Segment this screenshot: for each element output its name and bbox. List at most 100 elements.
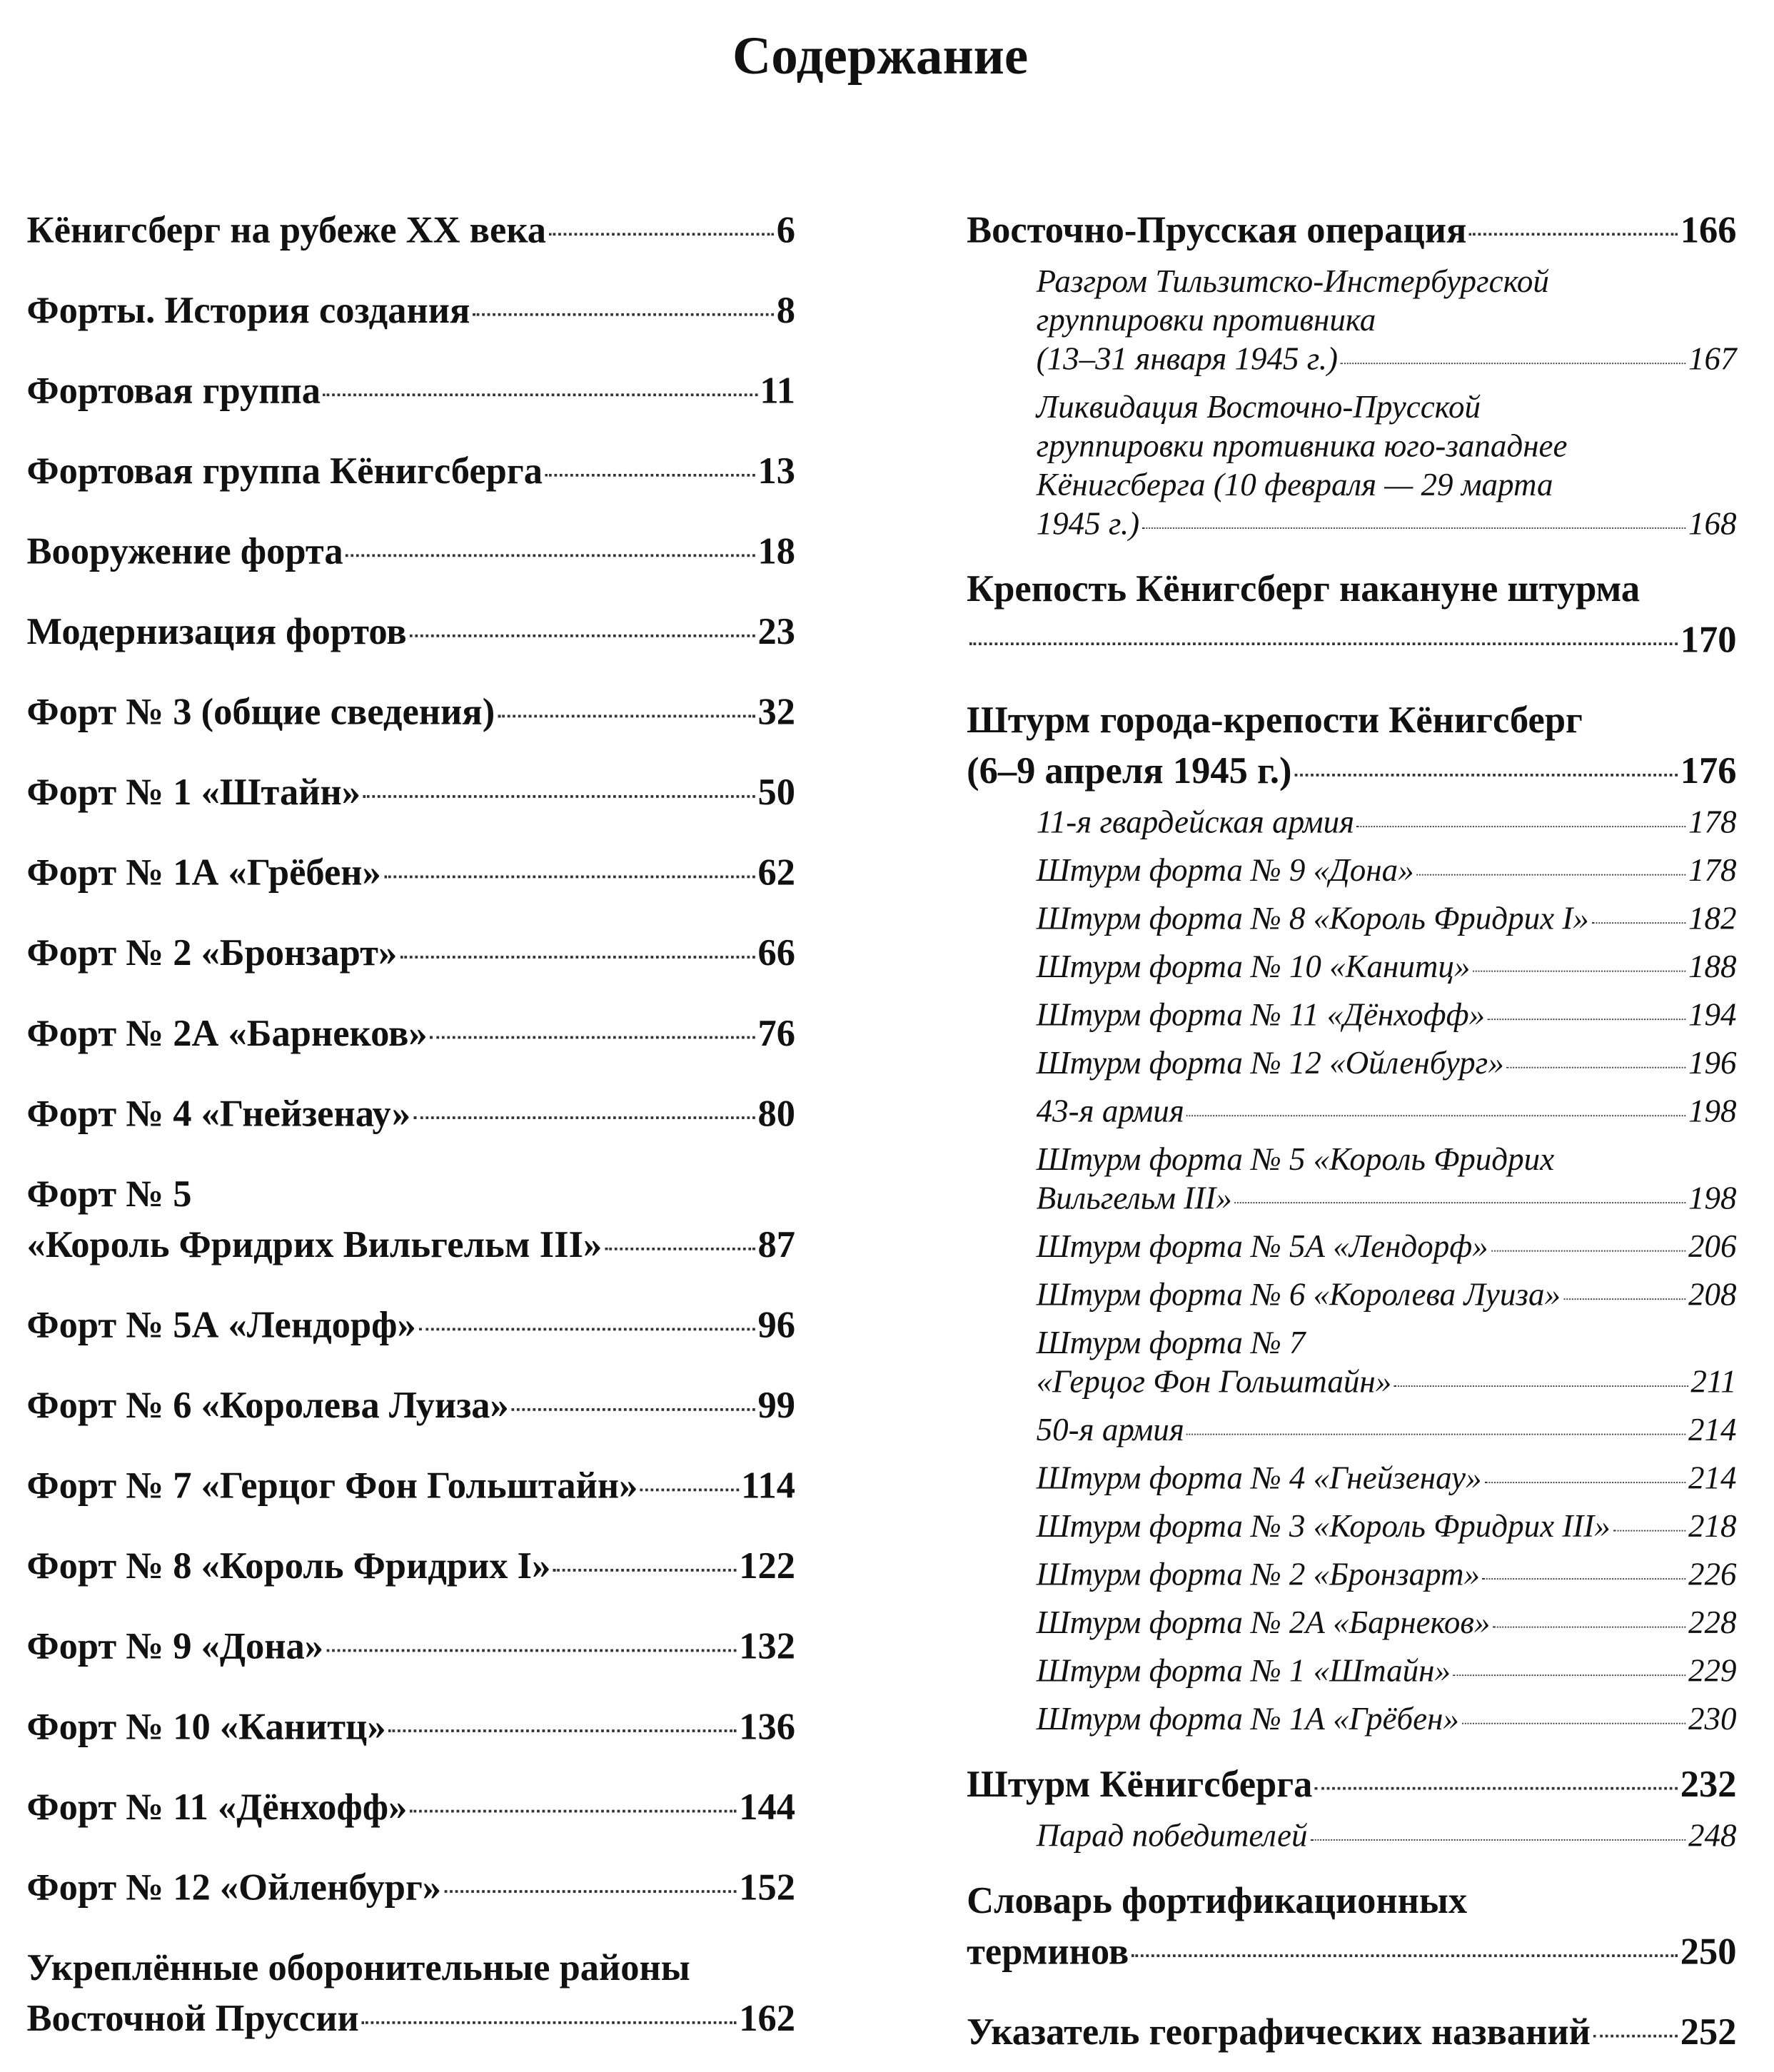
toc-entry: Форт № 8 «Король Фридрих I» 122 <box>27 1542 796 1593</box>
toc-page-number: 170 <box>1680 620 1737 662</box>
toc-entry-line: Ликвидация Восточно-Прусской <box>1037 390 1737 428</box>
dot-leader <box>361 2021 737 2024</box>
toc-subentry: 50-я армия 214 <box>967 1413 1737 1451</box>
toc-entry-line: (6–9 апреля 1945 г.) 176 <box>967 747 1736 798</box>
toc-page-number: 76 <box>757 1013 796 1055</box>
toc-entry-title: Форт № 5 <box>26 1173 192 1216</box>
toc-page-number: 168 <box>1688 507 1737 542</box>
toc-page-number: 198 <box>1688 1182 1737 1217</box>
toc-right-column: Восточно-Прусская операция 166 Разгром Тил… <box>967 206 1736 2059</box>
toc-entry-title: Форт № 2А «Барнеков» <box>26 1013 428 1055</box>
toc-entry-title: Фортовая группа Кёнигсберга <box>26 451 543 493</box>
dot-leader <box>409 634 755 637</box>
dot-leader <box>326 1649 737 1652</box>
toc-entry-line: Форт № 12 «Ойленбург» 152 <box>27 1864 796 1914</box>
toc-page-number: 218 <box>1688 1510 1737 1545</box>
toc-entry-title: Укреплённые оборонительные районы <box>26 1947 690 1989</box>
toc-entry-title: Штурм форта № 5 «Король Фридрих <box>1036 1143 1555 1178</box>
dot-leader <box>388 1729 737 1732</box>
dot-leader <box>1506 1066 1686 1068</box>
dot-leader <box>1315 1787 1678 1790</box>
toc-subentry: 43-я армия 198 <box>967 1093 1737 1132</box>
toc-entry-line: Штурм форта № 5 «Король Фридрих <box>1037 1142 1737 1181</box>
toc-page-number: 136 <box>739 1707 796 1749</box>
toc-entry: Словарь фортификационных терминов 250 <box>967 1876 1736 1978</box>
toc-entry: Форт № 12 «Ойленбург» 152 <box>27 1864 796 1914</box>
toc-entry: Кёнигсберг на рубеже XX века 6 <box>27 206 796 257</box>
toc-subentry: Штурм форта № 8 «Король Фридрих I» 182 <box>967 901 1737 939</box>
dot-leader <box>410 1809 737 1813</box>
toc-entry-line: Штурм города-крепости Кёнигсберг <box>967 696 1736 747</box>
toc-page-number: 166 <box>1680 210 1737 252</box>
toc-entry-title: «Герцог Фон Гольштайн» <box>1036 1365 1392 1400</box>
toc-entry: Форт № 9 «Дона» 132 <box>27 1622 796 1673</box>
toc-entry-title: Форт № 3 (общие сведения) <box>26 692 495 734</box>
toc-entry-line: Вильгельм III» 198 <box>1037 1181 1737 1219</box>
toc-entry-title: Штурм форта № 1А «Грёбен» <box>1036 1702 1459 1738</box>
toc-entry-line: Штурм форта № 8 «Король Фридрих I» 182 <box>1037 901 1737 939</box>
toc-page-number: 167 <box>1688 343 1737 378</box>
toc-entry: Форт № 5А «Лендорф» 96 <box>27 1301 796 1352</box>
toc-entry-title: Форт № 6 «Королева Луиза» <box>26 1385 509 1427</box>
toc-subentry: Штурм форта № 3 «Король Фридрих III» 218 <box>967 1509 1737 1547</box>
toc-page-number: 50 <box>757 772 796 814</box>
toc-entry-title: Штурм форта № 6 «Королева Луиза» <box>1036 1278 1561 1313</box>
dot-leader <box>1482 1578 1686 1580</box>
toc-entry-line: Штурм форта № 2 «Бронзарт» 226 <box>1037 1557 1737 1595</box>
toc-entry-line: Восточной Пруссии 162 <box>27 1994 796 2045</box>
toc-entry: Штурм города-крепости Кёнигсберг (6–9 апр… <box>967 696 1736 798</box>
toc-entry-title: Форт № 8 «Король Фридрих I» <box>26 1546 551 1588</box>
toc-page-number: 252 <box>1680 2011 1737 2054</box>
toc-entry: Форт № 5 «Король Фридрих Вильгельм III» 87 <box>27 1170 796 1272</box>
toc-page-number: 198 <box>1688 1095 1737 1130</box>
toc-entry-line: Форт № 9 «Дона» 132 <box>27 1622 796 1673</box>
toc-entry-line: Указатель географических названий 252 <box>967 2008 1736 2058</box>
toc-entry-title: Форт № 11 «Дёнхофф» <box>26 1787 408 1829</box>
toc-entry-line: 170 <box>967 616 1737 667</box>
dot-leader <box>473 313 775 316</box>
toc-page-number: 196 <box>1688 1046 1737 1082</box>
toc-page-number: 178 <box>1688 854 1737 889</box>
toc-subentry: Штурм форта № 6 «Королева Луиза» 208 <box>967 1277 1737 1315</box>
toc-entry: Форт № 6 «Королева Луиза» 99 <box>27 1382 796 1432</box>
toc-entry-line: Модернизация фортов 23 <box>27 607 796 658</box>
toc-entry-line: Форт № 5 <box>27 1170 796 1221</box>
toc-entry-title: Словарь фортификационных <box>967 1881 1468 1923</box>
toc-entry-title: Форт № 9 «Дона» <box>26 1626 324 1668</box>
toc-page-number: 96 <box>757 1305 796 1347</box>
toc-page-number: 214 <box>1688 1462 1737 1497</box>
toc-entry: Форт № 2А «Барнеков» 76 <box>27 1009 796 1060</box>
dot-leader <box>1453 1674 1686 1677</box>
toc-entry-title: Штурм города-крепости Кёнигсберг <box>967 699 1583 742</box>
toc-entry-line: «Король Фридрих Вильгельм III» 87 <box>27 1221 796 1271</box>
toc-page-number: 8 <box>776 290 796 333</box>
toc-entry-title: Штурм форта № 10 «Канитц» <box>1036 950 1471 986</box>
toc-subentry: Штурм форта № 4 «Гнейзенау» 214 <box>967 1460 1737 1499</box>
dot-leader <box>1484 1482 1686 1484</box>
dot-leader <box>346 554 755 557</box>
toc-entry-line: Форт № 7 «Герцог Фон Гольштайн» 114 <box>27 1462 796 1512</box>
toc-entry-line: Штурм форта № 4 «Гнейзенау» 214 <box>1037 1460 1737 1499</box>
toc-page-number: 228 <box>1688 1606 1737 1642</box>
toc-entry-title: 50-я армия <box>1036 1413 1184 1449</box>
toc-subentry: Штурм форта № 10 «Канитц» 188 <box>967 949 1737 988</box>
toc-entry-line: Форт № 10 «Канитц» 136 <box>27 1703 796 1754</box>
toc-entry-line: 50-я армия 214 <box>1037 1413 1737 1451</box>
toc-entry-line: Форт № 11 «Дёнхофф» 144 <box>27 1783 796 1834</box>
toc-entry-title: Ликвидация Восточно-Прусской <box>1036 390 1481 426</box>
toc-entry: Крепость Кёнигсберг накануне штурма 170 <box>967 565 1736 667</box>
dot-leader <box>430 1036 755 1039</box>
toc-entry-title: Форт № 4 «Гнейзенау» <box>26 1093 411 1136</box>
toc-entry-line: Кёнигсберга (10 февраля — 29 марта <box>1037 468 1737 506</box>
toc-entry-title: Штурм форта № 3 «Король Фридрих III» <box>1036 1510 1611 1545</box>
toc-subentry: Ликвидация Восточно-Прусской группировки … <box>967 390 1737 545</box>
toc-subentry: Штурм форта № 11 «Дёнхофф» 194 <box>967 997 1737 1036</box>
toc-page-number: 132 <box>739 1626 796 1668</box>
toc-entry: Фортовая группа Кёнигсберга 13 <box>27 447 796 497</box>
toc-entry-title: Вильгельм III» <box>1036 1182 1232 1217</box>
toc-entry: Восточно-Прусская операция 166 <box>967 206 1736 257</box>
toc-page-number: 178 <box>1688 806 1737 841</box>
toc-entry-line: Штурм форта № 5А «Лендорф» 206 <box>1037 1229 1737 1268</box>
toc-entry: Фортовая группа 11 <box>27 367 796 418</box>
toc-entry-line: Вооружение форта 18 <box>27 527 796 578</box>
